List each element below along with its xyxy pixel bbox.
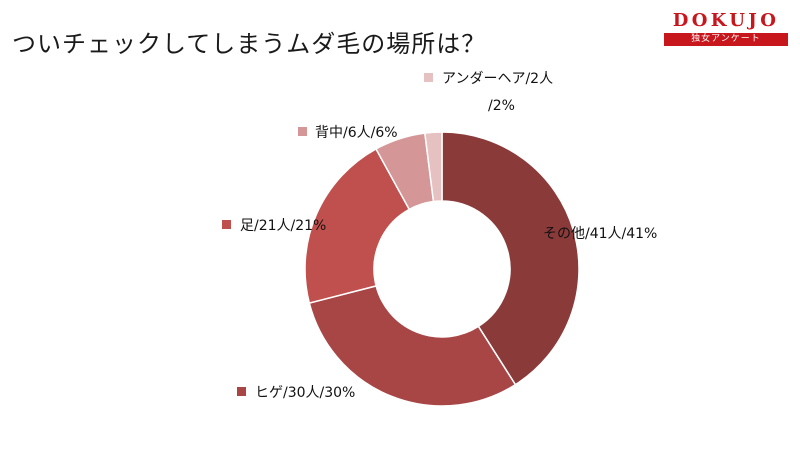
label-legs-text: 足/21人/21%	[240, 218, 326, 234]
label-legs: 足/21人/21%	[222, 218, 326, 234]
label-other-text: その他/41人/41%	[543, 226, 657, 242]
slice-underhair	[423, 131, 443, 203]
slice-other	[441, 131, 580, 386]
logo-wordmark: DOKUJO	[672, 10, 780, 31]
label-underhair: アンダーヘア/2人 /2%	[424, 71, 553, 114]
label-back: 背中/6人/6%	[298, 125, 398, 141]
legend-marker-back	[298, 127, 307, 136]
slice-legs	[304, 147, 411, 304]
dokujo-logo: DOKUJO 独女アンケート	[664, 10, 788, 46]
label-beard-text: ヒゲ/30人/30%	[255, 385, 355, 401]
label-underhair-text-line1: アンダーヘア/2人	[442, 71, 553, 87]
logo-tagline: 独女アンケート	[664, 33, 788, 46]
label-back-text: 背中/6人/6%	[315, 125, 398, 141]
legend-marker-beard	[237, 387, 246, 396]
label-underhair-text-line2: /2%	[488, 98, 515, 114]
label-beard: ヒゲ/30人/30%	[237, 385, 355, 401]
legend-marker-legs	[222, 220, 231, 229]
donut-slices	[304, 131, 580, 407]
legend-marker-underhair	[424, 73, 433, 82]
page-title: ついチェックしてしまうムダ毛の場所は？	[12, 30, 487, 58]
label-other: その他/41人/41%	[543, 226, 657, 242]
slice-beard	[308, 284, 517, 407]
